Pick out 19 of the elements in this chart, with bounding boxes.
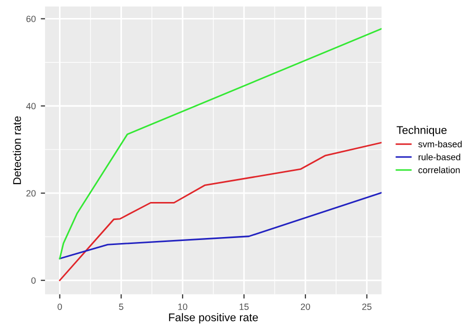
- x-tick-label: 0: [58, 304, 62, 310]
- y-tick-label: 20: [26, 190, 36, 197]
- x-tick-label: 15: [240, 304, 249, 310]
- legend-label: svm-based: [418, 140, 462, 148]
- y-tick-label: 0: [31, 277, 36, 284]
- x-tick-label: 20: [300, 304, 310, 310]
- y-tick-label: 60: [26, 16, 36, 22]
- x-axis-title: False positive rate: [169, 313, 258, 324]
- line-series: [59, 142, 382, 282]
- x-tick-label: 10: [178, 304, 188, 310]
- legend-label: rule-based: [418, 154, 460, 160]
- x-tick-label: 25: [362, 304, 372, 310]
- x-tick-label: 5: [119, 304, 124, 310]
- y-axis-title: Detection rate: [12, 116, 21, 184]
- line-series: [59, 192, 382, 260]
- legend-title: Technique: [396, 126, 447, 136]
- legend-label: correlation: [418, 166, 460, 174]
- line-series: [59, 28, 382, 260]
- y-tick-label: 40: [26, 102, 36, 110]
